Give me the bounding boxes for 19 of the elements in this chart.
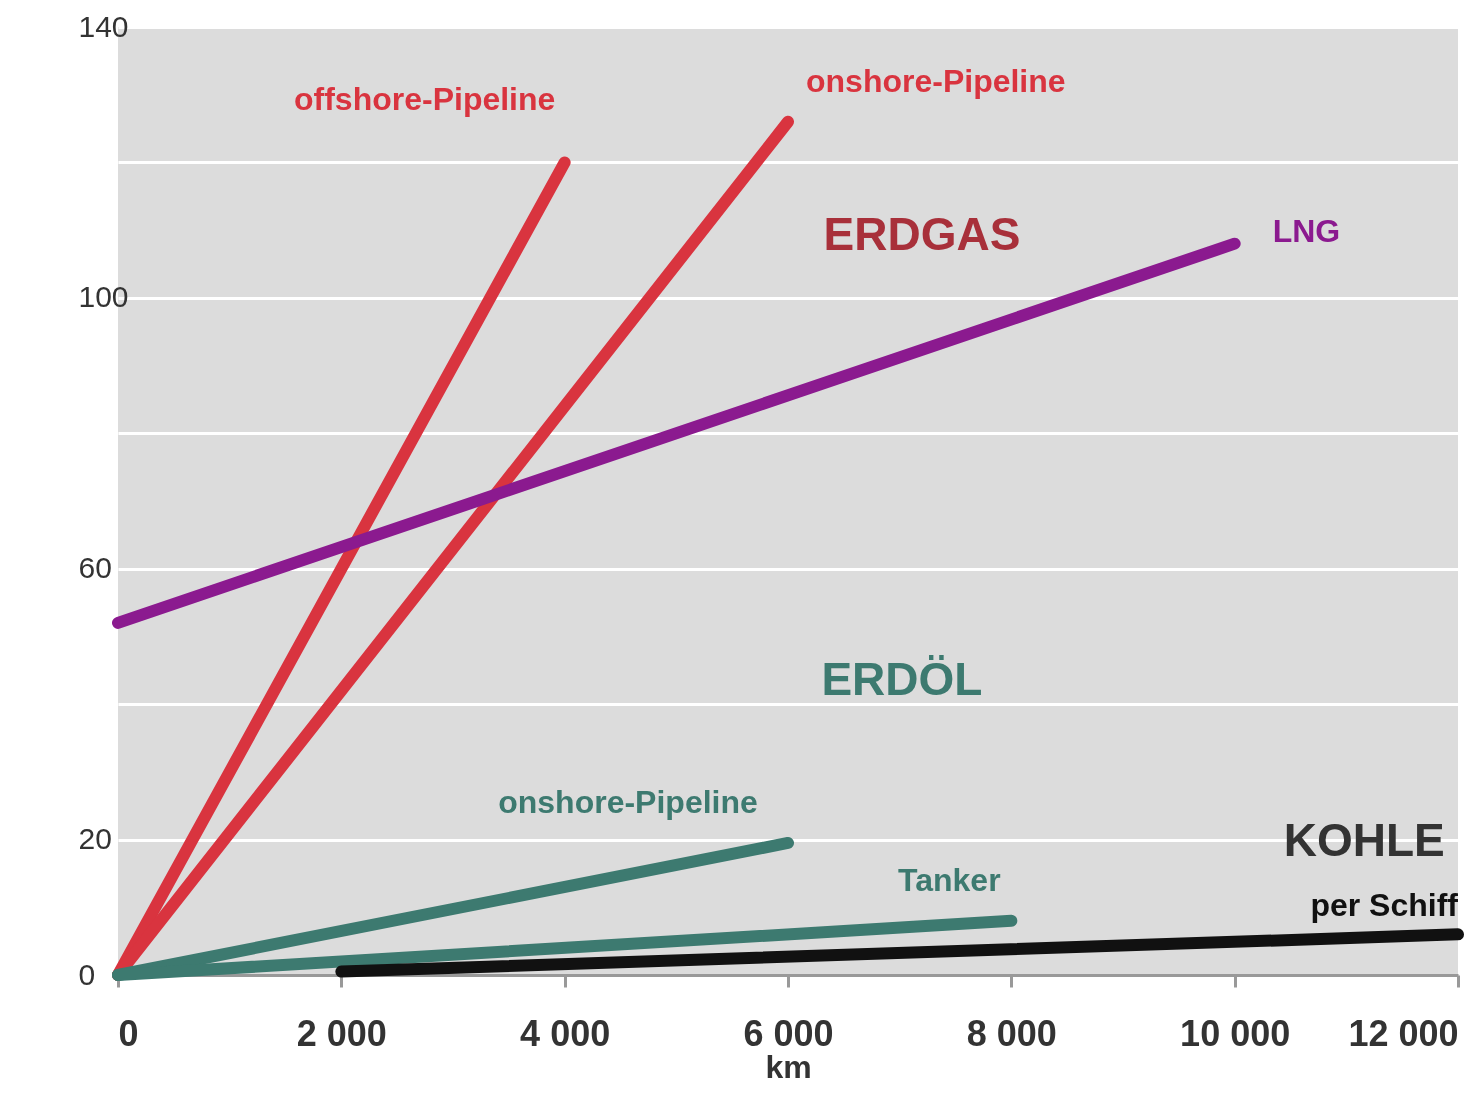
annotation: ERDÖL [821,653,983,706]
x-tick-label: 4 000 [520,1012,611,1054]
y-tick-label: 100 [78,280,129,314]
y-tick-label: 20 [78,822,112,856]
series-label: Tanker [898,861,1001,898]
x-tick-label: 12 000 [1348,1012,1459,1054]
series-label: LNG [1272,212,1341,249]
y-tick-label: 140 [78,9,129,43]
x-tick-label: 10 000 [1180,1012,1291,1054]
series-label: per Schiff [1310,887,1459,924]
series-label: offshore-Pipeline [293,81,556,118]
x-tick-label: 8 000 [966,1012,1057,1054]
series-label: onshore-Pipeline [806,62,1066,99]
annotation: KOHLE [1283,814,1445,867]
series-label: onshore-Pipeline [498,783,758,820]
y-tick-label: 0 [78,957,96,991]
x-tick-label: 2 000 [296,1012,387,1054]
y-tick-label: 60 [78,551,112,585]
annotation: ERDGAS [823,207,1021,260]
